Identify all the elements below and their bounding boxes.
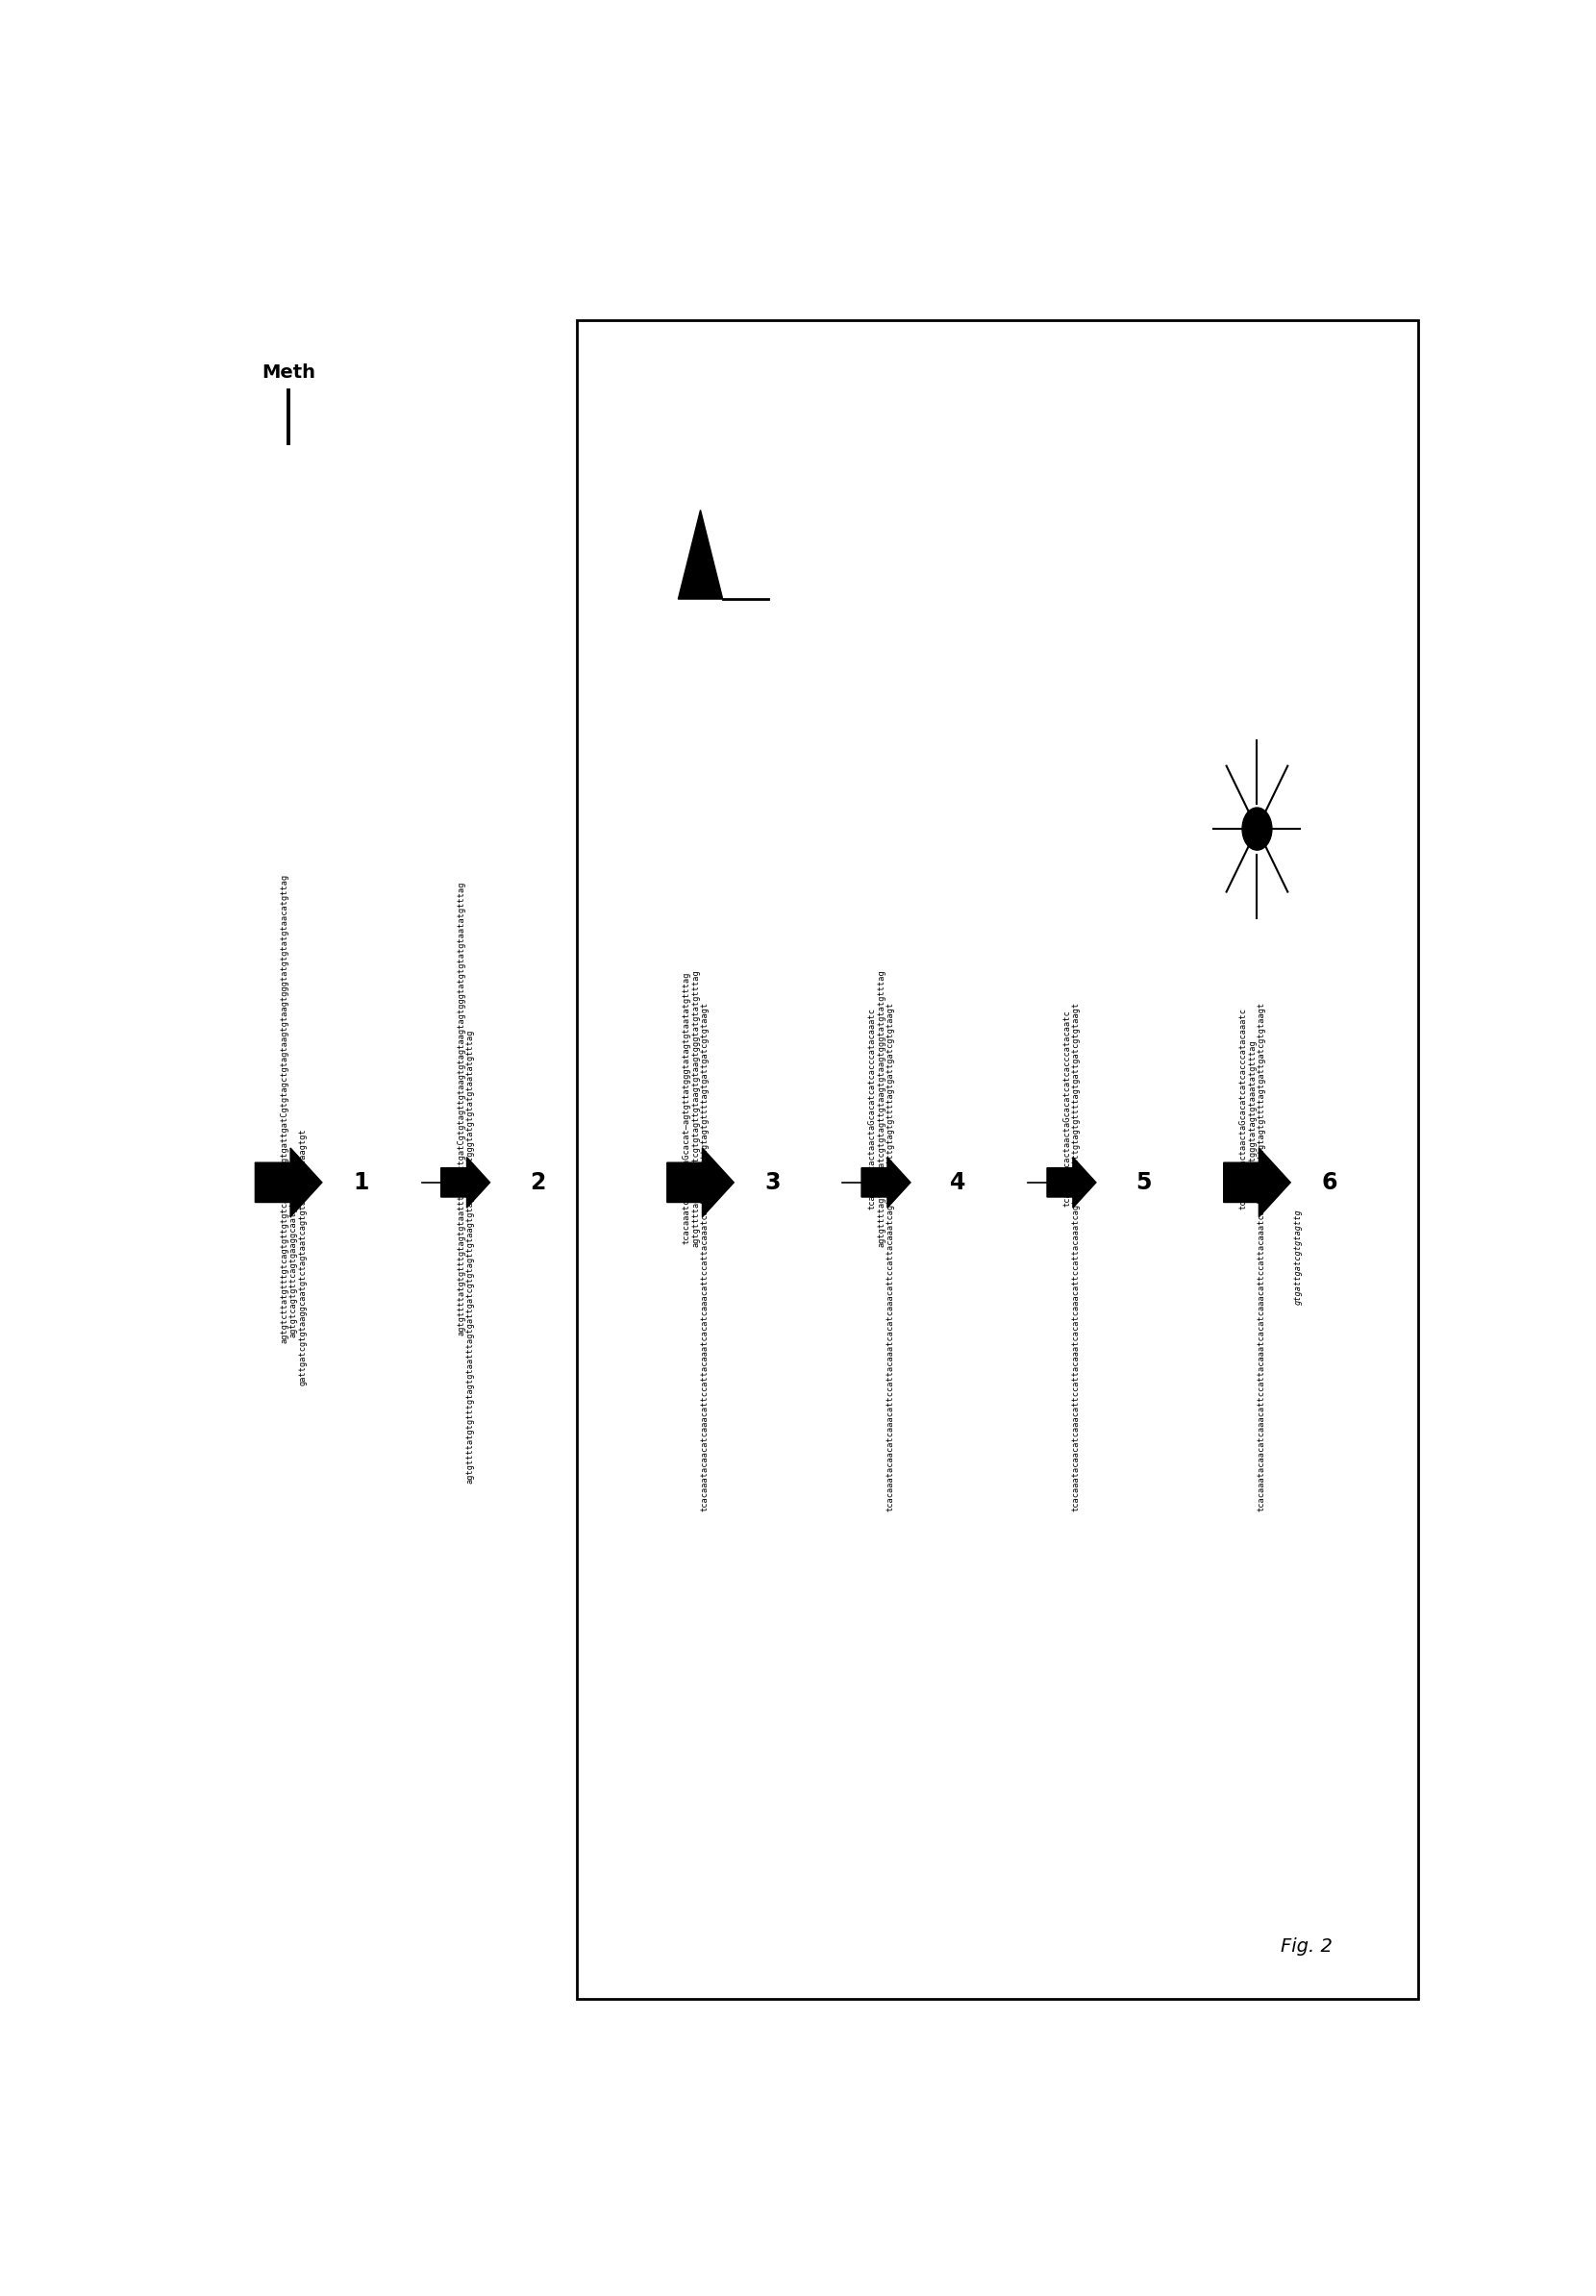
Text: 4: 4: [950, 1171, 966, 1194]
Text: tcacaaatcactaactaGcacat—agtgttatgggtatagtgtaatatgtttag
agtgttttagtgattgatcgtgtag: tcacaaatcactaactaGcacat—agtgttatgggtatag…: [681, 969, 701, 1247]
Text: tcacaaatcactaactaGcacatcatcacccatacaatc: tcacaaatcactaactaGcacatcatcacccatacaatc: [1063, 1010, 1071, 1208]
Text: tcacaaatacaacatcaaacattccattacaaatcacatcaaacattccattacaaatcagtgtttatgtttgtagtgtt: tcacaaatacaacatcaaacattccattacaaatcacatc…: [1071, 1001, 1080, 1511]
Text: Fig. 2: Fig. 2: [1280, 1938, 1333, 1956]
Bar: [576, 319, 1417, 2000]
Text: agtgtcagtgttcagtgaaggcaatgtctagt
gattgatcgtgtaaggcaatgtctagtaatcagtgtagctgtagtaa: agtgtcagtgttcagtgaaggcaatgtctagt gattgat…: [289, 1127, 306, 1384]
Text: tcacaaatacaacatcaaacattccattacaaatcacatcaaacattccattacaaatcagtgtttatgtttgtagtgtt: tcacaaatacaacatcaaacattccattacaaatcacatc…: [1258, 1001, 1266, 1511]
FancyArrow shape: [667, 1148, 734, 1217]
Text: agtgttttatgtgtttgtagtgtaatttagtgattgatCgtgtagttgtaagtgtagtaagtagtgggtatgtgtatgta: agtgttttatgtgtttgtagtgtaatttagtgattgatCg…: [456, 882, 466, 1336]
Text: agtgtcttatgtttgtcagtgttgtgtcagtgtctagtgattgatCgtgtagctgtagtaagtgtaagtgggtatgtgta: agtgtcttatgtttgtcagtgttgtgtcagtgtctagtga…: [279, 872, 289, 1343]
Text: tcacaaatacaacatcaaacattccattacaaatcacatcaaacattccattacaaatcagtgtttatgtttgtagtgtt: tcacaaatacaacatcaaacattccattacaaatcacatc…: [886, 1001, 895, 1511]
Text: agtgttttatgtgtttgtagtgtaatttagtgattgatcgtgtagttgtaagtgtagtaagtagtgggtatgtgtatgta: agtgttttatgtgtttgtagtgtaatttagtgattgatcg…: [466, 1029, 474, 1483]
Text: 1: 1: [353, 1171, 369, 1194]
Polygon shape: [678, 510, 723, 599]
Text: 6: 6: [1321, 1171, 1337, 1194]
Text: tcacaaatcactaactaGcacatcatcacccatacaaatc
tagtgggtatagtgtaaatatgtttag: tcacaaatcactaactaGcacatcatcacccatacaaatc…: [1238, 1008, 1258, 1210]
Text: tcacaaatcactaactaGcacatcatcacccatacaaatc
agtgttttagtgattgatcgtgtagttgtaagtgtaagt: tcacaaatcactaactaGcacatcatcacccatacaaatc…: [867, 969, 886, 1247]
Circle shape: [1242, 808, 1272, 850]
Text: tcacaaatacaacatcaaacattccattacaaatcacatcaaacattccattacaaatcagtgtttatgtttgtagtgtt: tcacaaatacaacatcaaacattccattacaaatcacatc…: [701, 1001, 709, 1511]
Text: 2: 2: [530, 1171, 546, 1194]
Text: 3: 3: [764, 1171, 780, 1194]
FancyArrow shape: [255, 1148, 322, 1217]
FancyArrow shape: [1047, 1157, 1096, 1208]
FancyArrow shape: [440, 1157, 490, 1208]
Text: gtgattgatcgtgtagttg: gtgattgatcgtgtagttg: [1294, 1208, 1302, 1304]
FancyArrow shape: [862, 1157, 910, 1208]
Text: Meth: Meth: [262, 363, 316, 381]
FancyArrow shape: [1224, 1148, 1291, 1217]
Text: 5: 5: [1136, 1171, 1152, 1194]
